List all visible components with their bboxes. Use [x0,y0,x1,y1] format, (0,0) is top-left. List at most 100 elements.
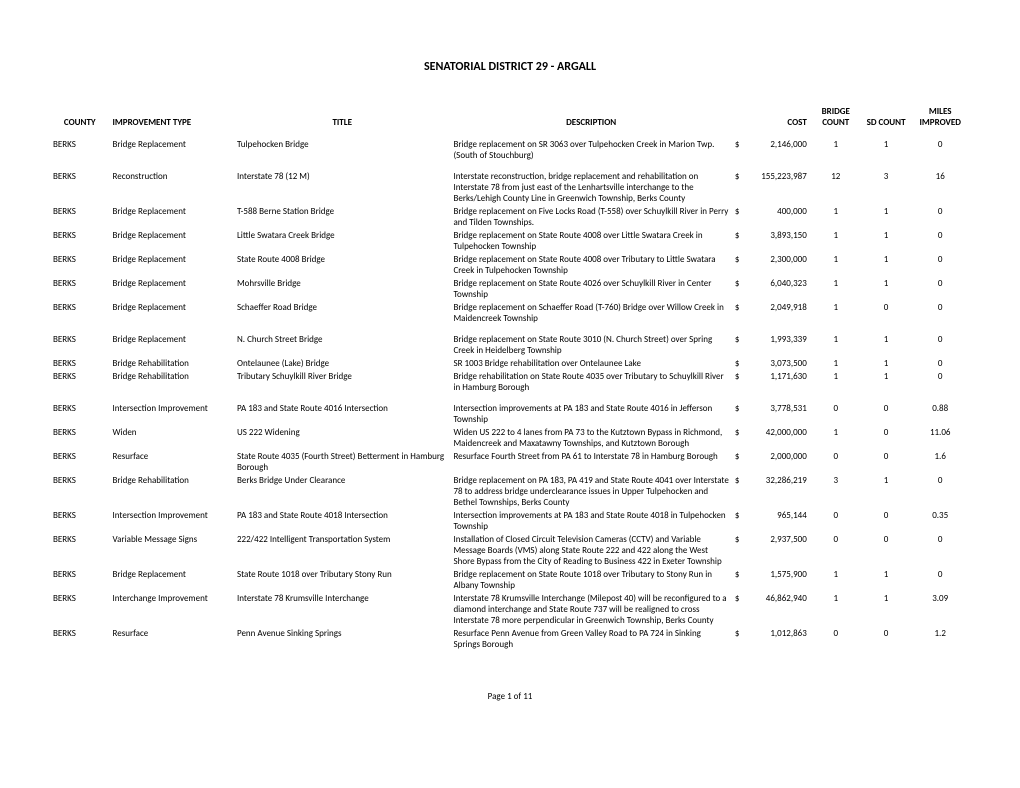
table-row: BERKSInterchange ImprovementInterstate 7… [50,592,970,627]
table-row: BERKSWidenUS 222 WideningWiden US 222 to… [50,426,970,450]
page-title: SENATORIAL DISTRICT 29 - ARGALL [50,60,970,74]
cell-miles: 0.88 [910,402,970,426]
cell-sd-count: 0 [862,402,911,426]
table-row: BERKSResurfacePenn Avenue Sinking Spring… [50,627,970,651]
cell-sd-count: 0 [862,533,911,568]
table-row: BERKSReconstructionInterstate 78 (12 M)I… [50,170,970,205]
table-row: BERKSVariable Message Signs222/422 Intel… [50,533,970,568]
spacer-row [50,325,970,333]
cell-desc: Bridge replacement on State Route 4026 o… [450,277,731,301]
cell-sd-count: 1 [862,138,911,162]
cell-sd-count: 1 [862,370,911,394]
cell-title: Tulpehocken Bridge [234,138,450,162]
cell-type: Resurface [110,627,234,651]
cell-cost: 3,778,531 [745,402,810,426]
cell-desc: Bridge replacement on State Route 3010 (… [450,333,731,357]
cell-miles: 0 [910,301,970,325]
cell-sd-count: 1 [862,474,911,509]
cell-bridge-count: 1 [810,592,862,627]
cell-type: Resurface [110,450,234,474]
cell-county: BERKS [50,277,110,301]
cell-type: Widen [110,426,234,450]
cell-county: BERKS [50,357,110,370]
cell-county: BERKS [50,592,110,627]
cell-title: T-588 Berne Station Bridge [234,205,450,229]
cell-title: State Route 1018 over Tributary Stony Ru… [234,568,450,592]
cell-desc: Bridge rehabilitation on State Route 403… [450,370,731,394]
cell-desc: Bridge replacement on Schaeffer Road (T-… [450,301,731,325]
cell-bridge-count: 1 [810,253,862,277]
cell-currency: $ [732,205,745,229]
cell-bridge-count: 12 [810,170,862,205]
cell-title: N. Church Street Bridge [234,333,450,357]
col-type: IMPROVEMENT TYPE [110,104,234,130]
cell-bridge-count: 1 [810,568,862,592]
cell-miles: 0 [910,138,970,162]
cell-county: BERKS [50,450,110,474]
cell-type: Interchange Improvement [110,592,234,627]
cell-desc: Bridge replacement on Five Locks Road (T… [450,205,731,229]
cell-currency: $ [732,568,745,592]
cell-type: Bridge Replacement [110,277,234,301]
cell-bridge-count: 0 [810,627,862,651]
table-row: BERKSResurfaceState Route 4035 (Fourth S… [50,450,970,474]
cell-currency: $ [732,627,745,651]
table-row: BERKSIntersection ImprovementPA 183 and … [50,509,970,533]
cell-miles: 0 [910,370,970,394]
cell-cost: 1,993,339 [745,333,810,357]
cell-miles: 11.06 [910,426,970,450]
cell-title: PA 183 and State Route 4018 Intersection [234,509,450,533]
cell-desc: Interstate reconstruction, bridge replac… [450,170,731,205]
cell-type: Variable Message Signs [110,533,234,568]
cell-cost: 32,286,219 [745,474,810,509]
cell-miles: 0 [910,333,970,357]
cell-cost: 1,575,900 [745,568,810,592]
cell-desc: Resurface Penn Avenue from Green Valley … [450,627,731,651]
cell-miles: 16 [910,170,970,205]
cell-bridge-count: 1 [810,138,862,162]
col-bridge-count: BRIDGE COUNT [810,104,862,130]
cell-county: BERKS [50,533,110,568]
cell-bridge-count: 0 [810,402,862,426]
cell-currency: $ [732,426,745,450]
cell-county: BERKS [50,170,110,205]
cell-bridge-count: 1 [810,277,862,301]
cell-cost: 965,144 [745,509,810,533]
table-row: BERKSBridge ReplacementSchaeffer Road Br… [50,301,970,325]
cell-currency: $ [732,357,745,370]
cell-desc: SR 1003 Bridge rehabilitation over Ontel… [450,357,731,370]
cell-miles: 0 [910,205,970,229]
cell-sd-count: 0 [862,450,911,474]
cell-currency: $ [732,509,745,533]
cell-currency: $ [732,301,745,325]
cell-miles: 1.6 [910,450,970,474]
cell-miles: 0 [910,357,970,370]
cell-currency: $ [732,333,745,357]
cell-cost: 6,040,323 [745,277,810,301]
cell-miles: 0 [910,253,970,277]
cell-county: BERKS [50,474,110,509]
cell-cost: 2,300,000 [745,253,810,277]
cell-desc: Bridge replacement on State Route 4008 o… [450,253,731,277]
cell-bridge-count: 1 [810,357,862,370]
table-row: BERKSBridge ReplacementLittle Swatara Cr… [50,229,970,253]
cell-county: BERKS [50,333,110,357]
cell-bridge-count: 0 [810,509,862,533]
cell-sd-count: 1 [862,205,911,229]
cell-type: Bridge Replacement [110,138,234,162]
cell-county: BERKS [50,205,110,229]
cell-sd-count: 1 [862,592,911,627]
spacer-row [50,394,970,402]
col-currency-spacer [732,104,745,130]
table-row: BERKSBridge ReplacementMohrsville Bridge… [50,277,970,301]
cell-bridge-count: 0 [810,450,862,474]
cell-title: PA 183 and State Route 4016 Intersection [234,402,450,426]
cell-sd-count: 1 [862,357,911,370]
cell-type: Bridge Replacement [110,568,234,592]
cell-miles: 0 [910,277,970,301]
table-row: BERKSBridge RehabilitationBerks Bridge U… [50,474,970,509]
cell-desc: Intersection improvements at PA 183 and … [450,509,731,533]
cell-currency: $ [732,402,745,426]
cell-cost: 3,073,500 [745,357,810,370]
cell-title: US 222 Widening [234,426,450,450]
